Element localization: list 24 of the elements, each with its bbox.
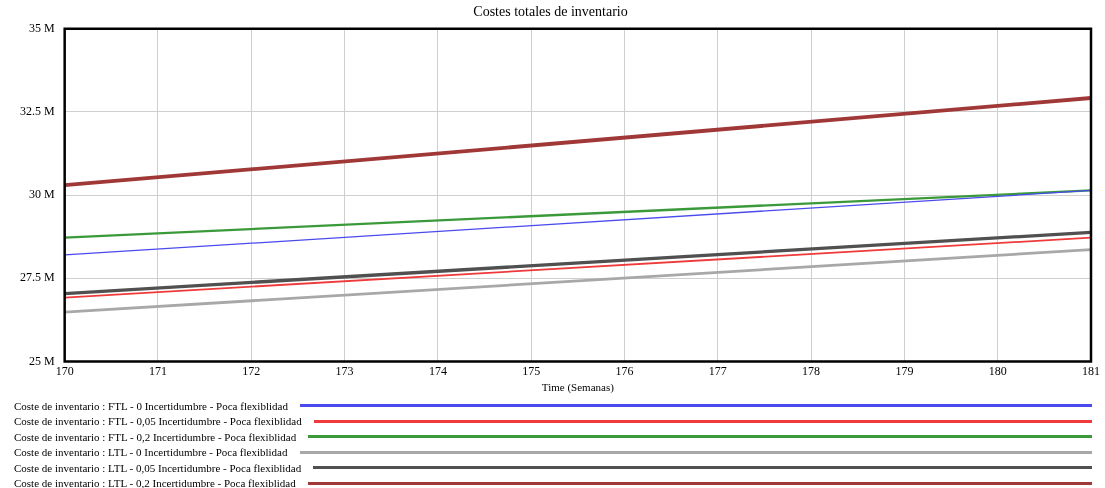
y-tick-label: 30 M [29,187,55,202]
x-tick-label: 176 [615,363,634,378]
x-tick-label: 173 [335,363,354,378]
x-tick-label: 180 [988,363,1007,378]
legend-label: Coste de inventario : LTL - 0,05 Incertidumbre - Poca flexiblidad [14,461,302,474]
chart-title: Costes totales de inventario [473,4,628,20]
x-tick-label: 175 [522,363,541,378]
legend-label: Coste de inventario : FTL - 0,05 Incertidumbre - Poca flexiblidad [14,415,302,428]
x-tick-label: 174 [428,363,447,378]
y-tick-label: 27.5 M [20,270,55,285]
x-tick-label: 179 [895,363,914,378]
x-tick-label: 171 [148,363,167,378]
legend-label: Coste de inventario : FTL - 0,2 Incertidumbre - Poca flexiblidad [14,430,297,443]
legend-label: Coste de inventario : LTL - 0 Incertidumbre - Poca flexiblidad [14,446,288,459]
x-tick-label: 172 [242,363,261,378]
x-tick-label: 170 [55,363,74,378]
y-tick-label: 25 M [29,353,55,368]
y-tick-label: 35 M [29,20,55,35]
x-tick-label: 178 [802,363,821,378]
y-tick-label: 32.5 M [20,104,55,119]
x-axis-title: Time (Semanas) [541,381,615,395]
x-tick-label: 177 [708,363,727,378]
legend-label: Coste de inventario : FTL - 0 Incertidumbre - Poca flexiblidad [14,399,288,412]
x-tick-label: 181 [1082,363,1100,378]
